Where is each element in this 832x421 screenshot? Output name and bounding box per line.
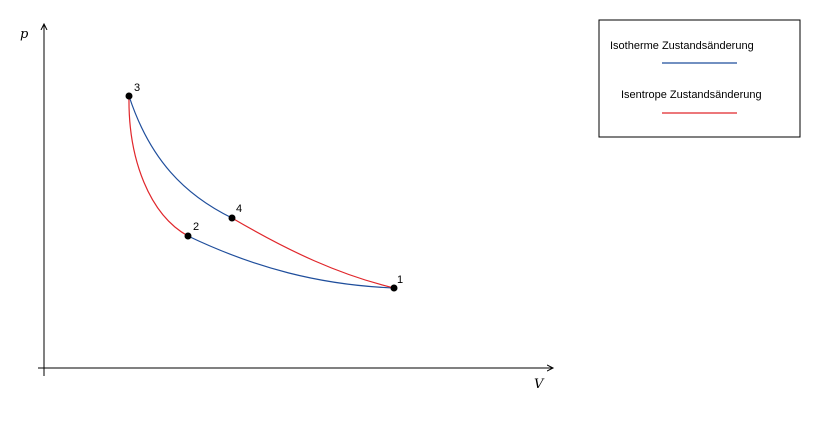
point-1	[390, 284, 398, 292]
point-label-2: 2	[193, 221, 199, 233]
isentrope-curve-4-1	[231, 217, 395, 289]
point-4	[228, 214, 236, 222]
point-label-4: 4	[236, 203, 242, 215]
isotherm-curve-3-4	[128, 95, 233, 219]
legend-box	[598, 19, 801, 138]
legend-isentrope-label: Isentrope Zustandsänderung	[621, 89, 762, 101]
legend: Isotherme Zustandsänderung Isentrope Zus…	[598, 19, 801, 138]
point-label-3: 3	[134, 82, 140, 94]
point-3	[125, 92, 133, 100]
isotherm-curve-2-1	[187, 235, 395, 289]
point-label-1: 1	[397, 274, 403, 286]
legend-isotherm-label: Isotherme Zustandsänderung	[610, 40, 754, 52]
isentrope-curve-3-2	[128, 95, 189, 237]
point-2	[184, 232, 192, 240]
x-axis-label: V	[534, 377, 545, 392]
y-axis-label: p	[20, 27, 29, 42]
